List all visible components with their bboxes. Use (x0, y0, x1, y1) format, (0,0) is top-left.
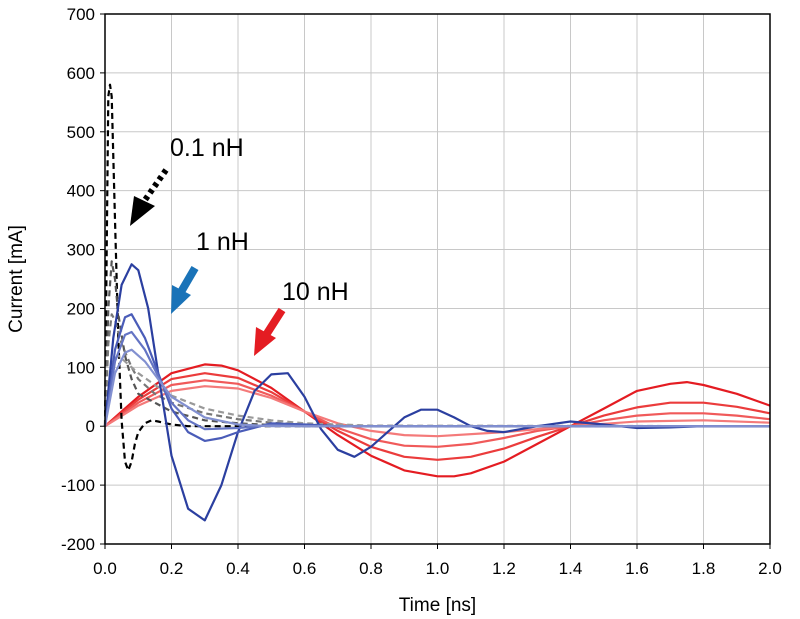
annotation-0-1nh: 0.1 nH (170, 134, 244, 162)
series-line-0-1-nh (103, 313, 770, 428)
annotations: 0.1 nH 1 nH 10 nH (130, 134, 349, 356)
y-tick-label: 400 (67, 182, 95, 201)
y-tick-label: 0 (86, 417, 95, 436)
x-tick-label: 1.0 (426, 559, 450, 578)
arrow-10nh-head (254, 327, 276, 356)
x-tick-label: 1.8 (692, 559, 716, 578)
arrow-1nh-head (171, 285, 191, 314)
x-tick-label: 0.2 (160, 559, 184, 578)
series-line-10-nh (104, 372, 771, 461)
annotation-1nh: 1 nH (196, 228, 249, 256)
arrow-1nh-shaft (177, 265, 199, 295)
y-tick-label: 500 (67, 123, 95, 142)
arrow-0-1nh-shaft (142, 168, 169, 202)
y-tick-label: -200 (61, 535, 95, 554)
x-tick-label: 2.0 (758, 559, 782, 578)
y-tick-label: 100 (67, 358, 95, 377)
y-tick-labels: -200 -100 0 100 200 300 400 500 600 700 (61, 5, 105, 554)
series-line-1-nh (103, 348, 770, 428)
x-tick-label: 1.4 (559, 559, 583, 578)
y-tick-label: 200 (67, 299, 95, 318)
y-axis-label: Current [mA] (6, 225, 27, 333)
x-axis-label: Time [ns] (399, 595, 476, 616)
series-line-0-1-nh (103, 260, 770, 428)
x-tick-label: 1.2 (492, 559, 516, 578)
series-lines (103, 83, 771, 522)
arrow-10nh-shaft (262, 307, 286, 338)
x-tick-labels: 0.0 0.2 0.4 0.6 0.8 1.0 1.2 1.4 1.6 1.8 2.0 (93, 544, 782, 578)
y-tick-label: -100 (61, 476, 95, 495)
y-tick-label: 600 (67, 64, 95, 83)
x-tick-label: 0.8 (359, 559, 383, 578)
series-line-10-nh (104, 379, 771, 448)
x-tick-label: 1.6 (625, 559, 649, 578)
annotation-10nh: 10 nH (282, 278, 349, 306)
y-tick-label: 700 (67, 5, 95, 24)
series-line-10-nh (104, 363, 771, 478)
arrow-0-1nh-head (130, 196, 155, 226)
series-line-1-nh (103, 263, 770, 522)
y-tick-label: 300 (67, 241, 95, 260)
x-tick-label: 0.4 (226, 559, 250, 578)
x-tick-label: 0.6 (293, 559, 317, 578)
x-tick-label: 0.0 (93, 559, 117, 578)
